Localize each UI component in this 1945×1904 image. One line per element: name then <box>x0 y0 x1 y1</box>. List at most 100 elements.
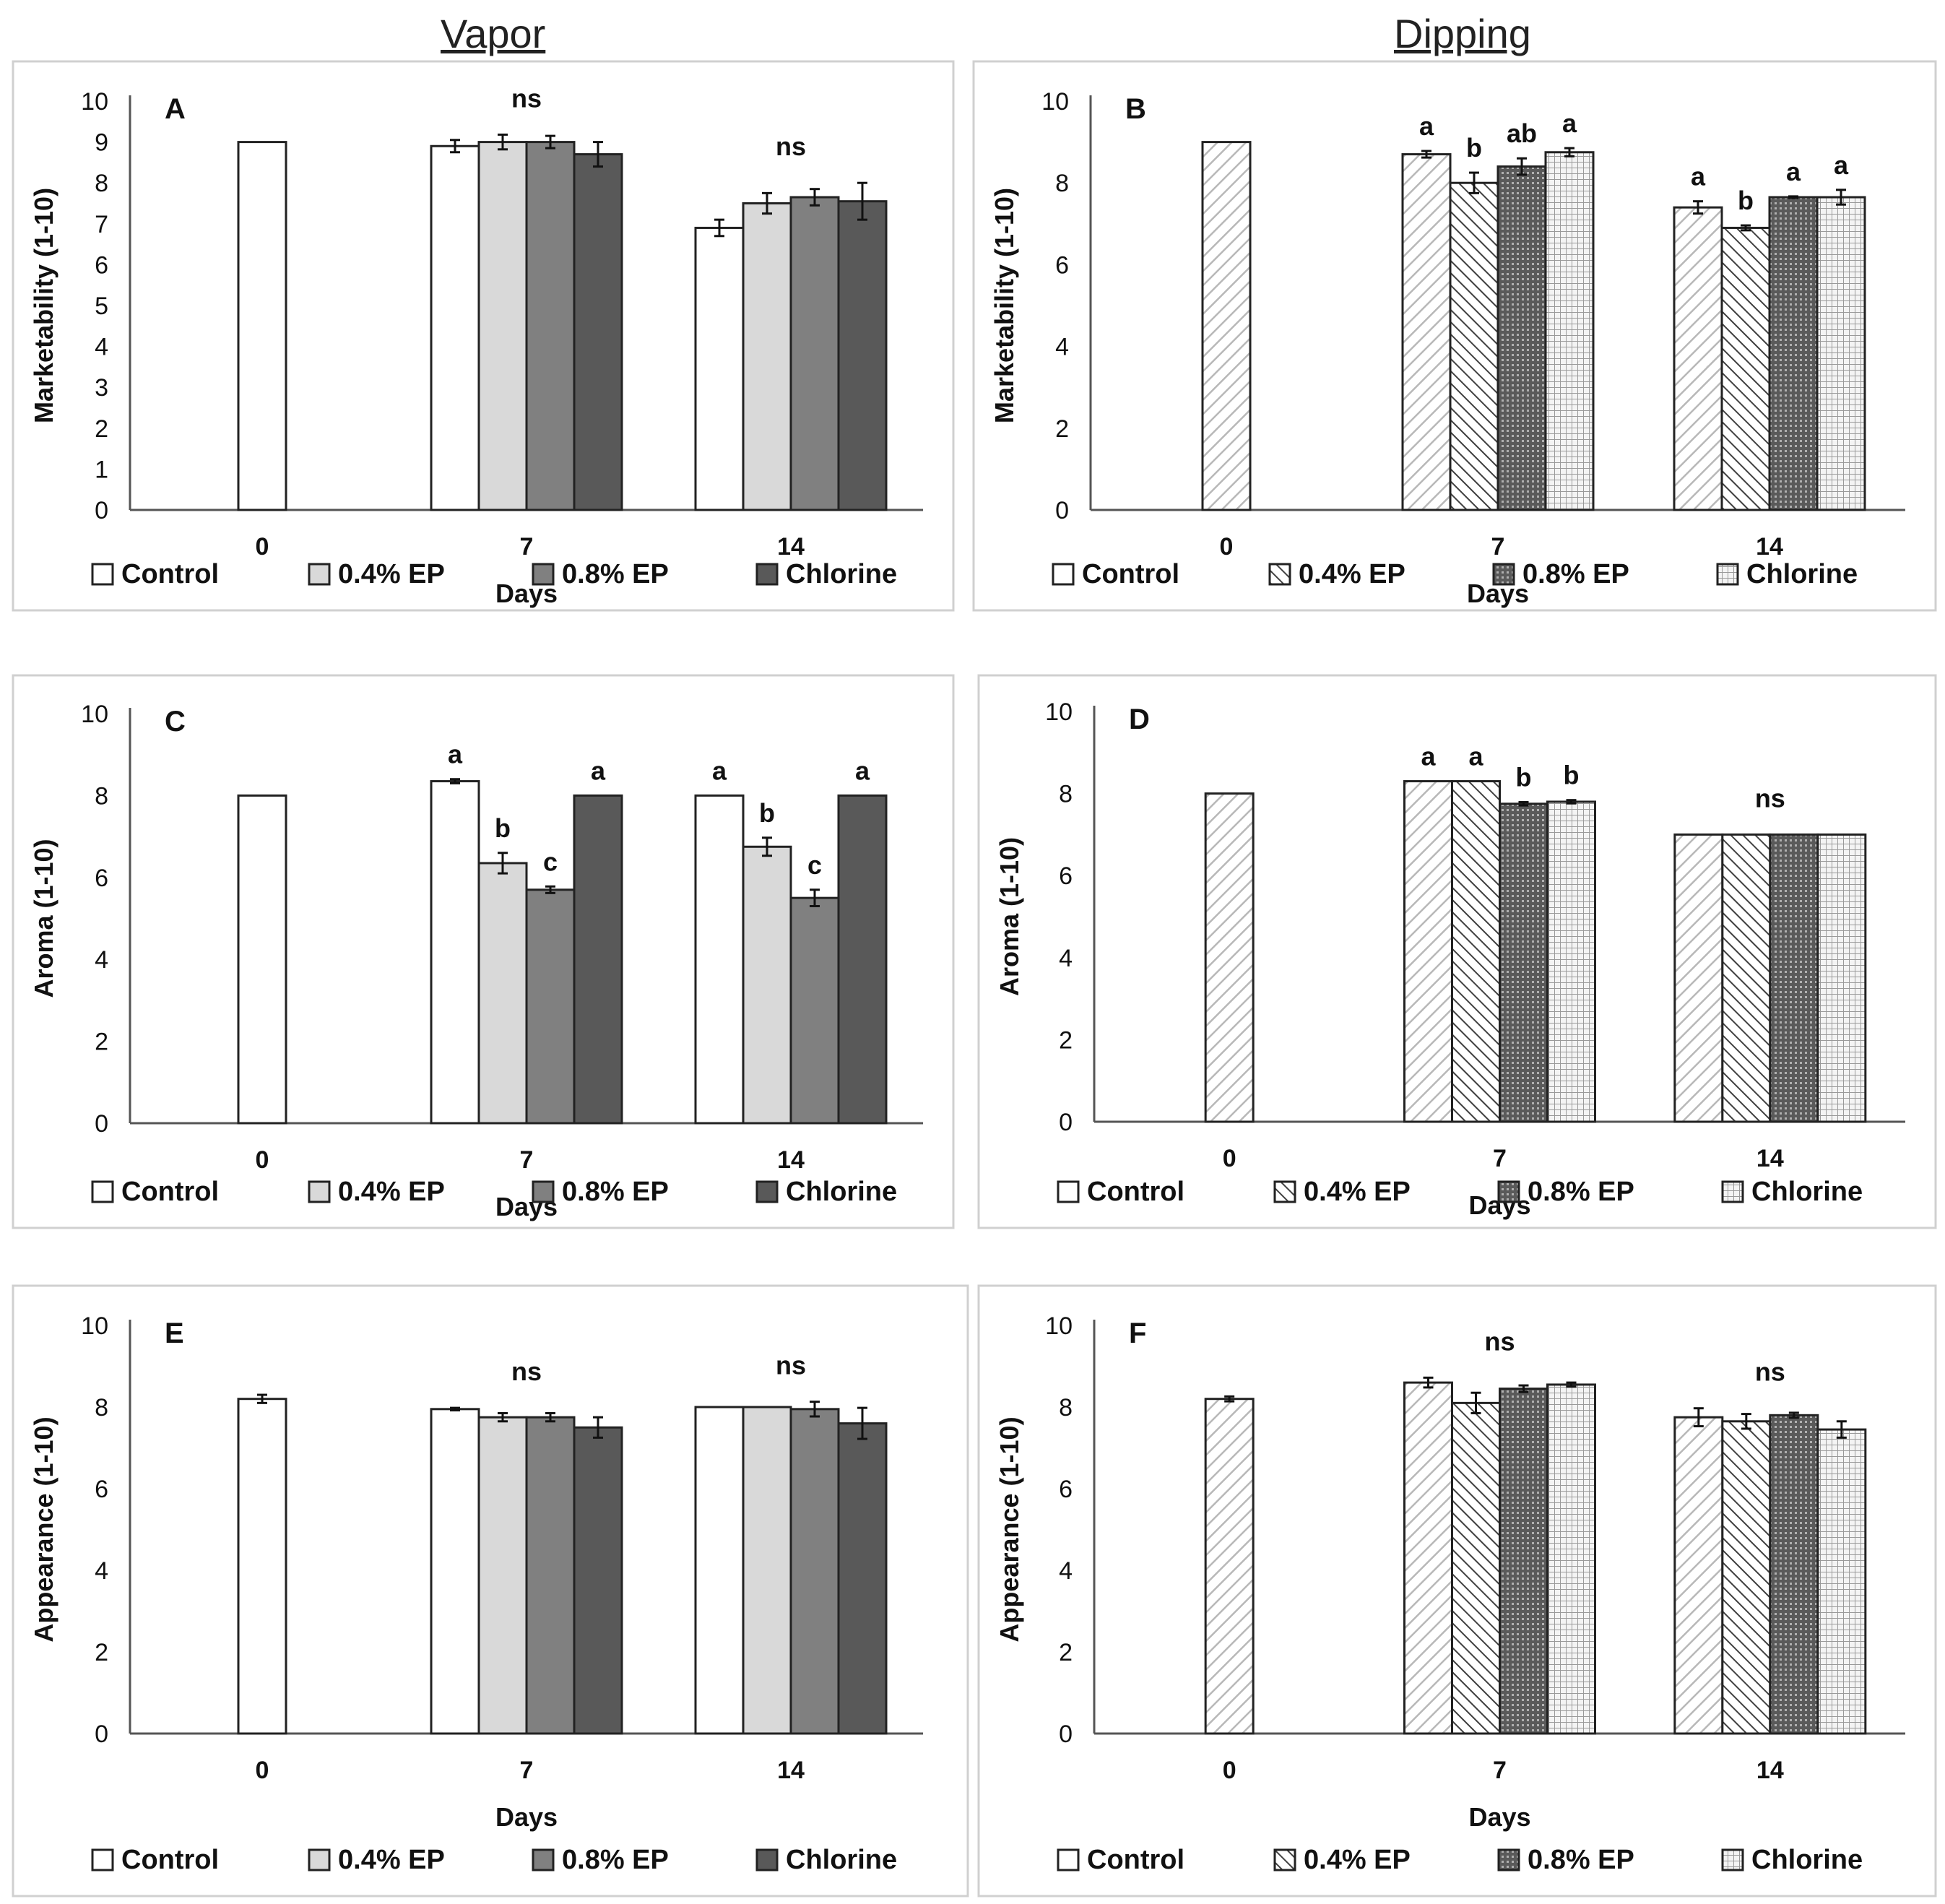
legend-swatch <box>91 1180 114 1203</box>
y-tick-label: 10 <box>1045 1312 1073 1340</box>
y-tick-label: 4 <box>1059 1557 1073 1585</box>
x-tick-label: 7 <box>1493 1145 1507 1172</box>
legend-label: 0.4% EP <box>338 559 445 589</box>
y-tick-label: 8 <box>1055 170 1069 197</box>
legend-label: Chlorine <box>786 1177 897 1207</box>
bar-ep04-day-14 <box>742 845 792 1125</box>
legend-swatch <box>1721 1848 1744 1871</box>
x-tick-label: 14 <box>1756 1145 1784 1172</box>
legend-label: 0.8% EP <box>1522 559 1629 589</box>
legend-swatch <box>308 563 331 586</box>
legend-item-control: Control <box>1052 559 1179 589</box>
legend-label: Chlorine <box>1746 559 1858 589</box>
group-significance-label: ns <box>1755 1357 1785 1387</box>
y-tick-label: 8 <box>95 170 108 197</box>
bar-control-day-0 <box>1204 1398 1255 1735</box>
bar-ep08-day-14 <box>789 196 840 511</box>
y-tick-label: 8 <box>95 782 108 810</box>
y-tick-label: 6 <box>95 251 108 279</box>
group-significance-label: ns <box>1484 1326 1515 1356</box>
panel-letter: B <box>1125 93 1146 125</box>
bar-ep04-day-7 <box>1451 1401 1501 1735</box>
bar-chlorine-day-7 <box>1546 800 1596 1123</box>
x-tick-label: 0 <box>1220 533 1234 561</box>
legend-item-ep04: 0.4% EP <box>1273 1177 1411 1207</box>
legend-label: 0.4% EP <box>1304 1845 1411 1875</box>
bar-chlorine-day-7 <box>1544 151 1595 511</box>
y-tick-label: 6 <box>1059 1476 1073 1503</box>
legend-item-ep08: 0.8% EP <box>1497 1177 1634 1207</box>
bar-ep04-day-7 <box>477 1416 528 1735</box>
bar-control-day-14 <box>694 794 745 1125</box>
legend-label: Control <box>1087 1177 1184 1207</box>
legend-item-chlorine: Chlorine <box>755 1177 897 1207</box>
legend-swatch <box>532 1848 555 1871</box>
legend-label: Control <box>121 559 219 589</box>
chart-panel-a: A 0 1 2 3 4 5 6 7 8 9 10 Marketability (1-10) 0 7 ns 14 n… <box>12 60 955 612</box>
bar-chlorine-day-14 <box>837 794 888 1125</box>
bar-control-day-7 <box>1403 1381 1453 1735</box>
bar-chlorine-day-14 <box>837 200 888 511</box>
legend-swatch <box>91 563 114 586</box>
legend-swatch <box>1492 563 1515 586</box>
bar-ep08-day-14 <box>789 1408 840 1735</box>
y-tick-label: 0 <box>95 1721 108 1748</box>
y-axis-title: Marketability (1-10) <box>989 188 1019 423</box>
y-tick-label: 2 <box>1059 1026 1073 1054</box>
legend-item-control: Control <box>1057 1845 1184 1875</box>
y-tick-label: 8 <box>1059 1394 1073 1421</box>
y-tick-label: 2 <box>95 1639 108 1666</box>
y-tick-label: 0 <box>1055 497 1069 524</box>
y-tick-label: 6 <box>1055 251 1069 279</box>
bar-chlorine-day-7 <box>573 794 623 1125</box>
y-tick-label: 1 <box>95 456 108 483</box>
legend-item-ep08: 0.8% EP <box>532 559 669 589</box>
y-tick-label: 8 <box>95 1394 108 1421</box>
x-tick-label: 14 <box>777 533 805 561</box>
significance-letter: b <box>1564 761 1580 790</box>
bar-control-day-7 <box>1403 780 1453 1123</box>
y-tick-label: 3 <box>95 374 108 402</box>
bar-ep08-day-14 <box>789 896 840 1125</box>
y-tick-label: 2 <box>95 1029 108 1056</box>
bar-chlorine-day-14 <box>837 1422 888 1735</box>
panel-border <box>972 60 1937 612</box>
significance-letter: a <box>448 740 463 769</box>
x-tick-label: 0 <box>1223 1145 1236 1172</box>
legend-swatch <box>1273 1180 1296 1203</box>
group-significance-label: ns <box>776 1351 806 1380</box>
bar-control-day-14 <box>694 226 745 511</box>
bar-ep08-day-7 <box>525 141 576 511</box>
legend-label: 0.4% EP <box>1304 1177 1411 1207</box>
significance-letter: c <box>807 850 822 880</box>
y-tick-label: 10 <box>81 1312 108 1340</box>
panel-letter: A <box>165 93 186 125</box>
panel-border <box>12 60 955 612</box>
significance-letter: b <box>1738 186 1754 215</box>
significance-letter: a <box>1834 150 1849 180</box>
x-tick-label: 14 <box>1756 533 1783 561</box>
legend-label: 0.8% EP <box>1528 1845 1634 1875</box>
x-tick-label: 0 <box>256 533 269 561</box>
y-tick-label: 4 <box>1055 334 1069 361</box>
x-tick-label: 7 <box>520 1146 534 1174</box>
panel-letter: E <box>165 1317 184 1349</box>
y-tick-label: 5 <box>95 293 108 320</box>
legend-item-chlorine: Chlorine <box>755 1845 897 1875</box>
y-tick-label: 4 <box>95 334 108 361</box>
legend-item-chlorine: Chlorine <box>1716 559 1858 589</box>
legend-swatch <box>532 563 555 586</box>
significance-letter: c <box>543 847 558 876</box>
significance-letter: b <box>1516 763 1532 792</box>
bar-ep08-day-14 <box>1769 833 1819 1123</box>
significance-letter: ab <box>1507 118 1537 148</box>
bar-control-day-0 <box>237 141 287 511</box>
significance-letter: b <box>1466 133 1482 163</box>
x-axis-title: Days <box>1468 1802 1530 1832</box>
legend-swatch <box>1057 1848 1080 1871</box>
legend-swatch <box>91 1848 114 1871</box>
y-tick-label: 10 <box>1041 88 1069 116</box>
legend-label: 0.8% EP <box>1528 1177 1634 1207</box>
legend-item-control: Control <box>91 1177 219 1207</box>
